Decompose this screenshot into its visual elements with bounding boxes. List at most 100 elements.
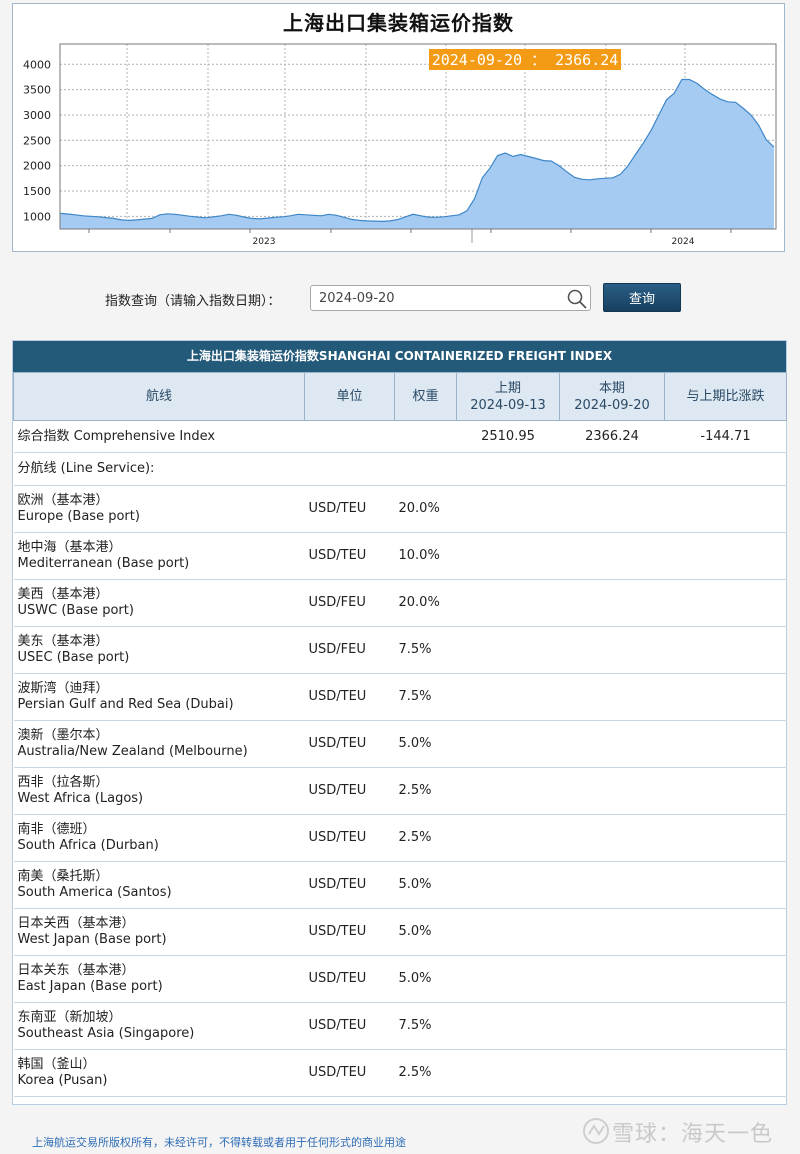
route-change bbox=[664, 532, 787, 580]
x-tick-label: 2023 bbox=[253, 237, 276, 247]
route-row: 美东（基本港） USEC (Base port) USD/FEU 7.5% bbox=[13, 626, 787, 674]
route-change bbox=[664, 673, 787, 721]
watermark-text: 雪球：海天一色 bbox=[612, 1122, 774, 1147]
plot-border bbox=[59, 43, 777, 230]
search-icon[interactable] bbox=[566, 289, 588, 309]
comprehensive-prev: 2510.95 bbox=[456, 420, 560, 453]
route-name-en: Korea (Pusan) bbox=[17, 1073, 108, 1088]
route-name-en: USEC (Base port) bbox=[17, 650, 130, 665]
route-name: 东南亚（新加坡） Southeast Asia (Singapore) bbox=[13, 1002, 305, 1050]
route-unit: USD/TEU bbox=[304, 814, 395, 862]
header-prev-label: 上期 bbox=[494, 380, 521, 396]
line-service-label: 分航线 (Line Service): bbox=[13, 452, 787, 486]
x-tick-label: 2024 bbox=[672, 237, 695, 247]
x-axis-ticks: 2023 2024 bbox=[88, 229, 732, 247]
route-unit: USD/TEU bbox=[304, 673, 395, 721]
route-name-en: South America (Santos) bbox=[17, 885, 172, 900]
route-weight: 7.5% bbox=[394, 1002, 457, 1050]
route-name: 欧洲（基本港） Europe (Base port) bbox=[13, 485, 305, 533]
route-weight: 2.5% bbox=[394, 1049, 457, 1097]
route-prev bbox=[456, 908, 560, 956]
route-name: 美东（基本港） USEC (Base port) bbox=[13, 626, 305, 674]
route-curr bbox=[559, 908, 665, 956]
route-name: 南美（桑托斯） South America (Santos) bbox=[13, 861, 305, 909]
route-change bbox=[664, 861, 787, 909]
route-name-en: USWC (Base port) bbox=[17, 603, 134, 618]
header-prev-period: 上期 2024-09-13 bbox=[456, 372, 560, 421]
route-prev bbox=[456, 861, 560, 909]
header-unit: 单位 bbox=[304, 372, 395, 421]
route-weight: 7.5% bbox=[394, 673, 457, 721]
route-name: 日本关西（基本港） West Japan (Base port) bbox=[13, 908, 305, 956]
route-prev bbox=[456, 1002, 560, 1050]
route-unit: USD/TEU bbox=[304, 955, 395, 1003]
route-change bbox=[664, 908, 787, 956]
route-name-cn: 美西（基本港） bbox=[17, 587, 109, 602]
route-name-cn: 美东（基本港） bbox=[17, 634, 109, 649]
route-curr bbox=[559, 485, 665, 533]
comprehensive-curr: 2366.24 bbox=[559, 420, 665, 453]
route-row: 澳新（墨尔本） Australia/New Zealand (Melbourne)… bbox=[13, 720, 787, 768]
route-curr bbox=[559, 1049, 665, 1097]
y-tick-label: 3000 bbox=[23, 109, 51, 122]
route-row: 西非（拉各斯） West Africa (Lagos) USD/TEU 2.5% bbox=[13, 767, 787, 815]
route-unit: USD/TEU bbox=[304, 532, 395, 580]
route-weight: 5.0% bbox=[394, 720, 457, 768]
route-name-cn: 地中海（基本港） bbox=[17, 540, 122, 555]
route-name-en: Europe (Base port) bbox=[17, 509, 140, 524]
route-prev bbox=[456, 532, 560, 580]
route-weight: 2.5% bbox=[394, 814, 457, 862]
route-curr bbox=[559, 767, 665, 815]
route-change bbox=[664, 1002, 787, 1050]
route-name-en: Persian Gulf and Red Sea (Dubai) bbox=[17, 697, 234, 712]
index-table-panel: 上海出口集装箱运价指数SHANGHAI CONTAINERIZED FREIGH… bbox=[12, 340, 787, 1105]
route-weight: 7.5% bbox=[394, 626, 457, 674]
route-unit: USD/TEU bbox=[304, 1049, 395, 1097]
freight-index-chart[interactable]: 1000 1500 2000 2500 3000 3500 4000 2023 2024 20… bbox=[13, 4, 786, 253]
route-name: 韩国（釜山） Korea (Pusan) bbox=[13, 1049, 305, 1097]
header-current-period: 本期 2024-09-20 bbox=[559, 372, 665, 421]
route-name: 西非（拉各斯） West Africa (Lagos) bbox=[13, 767, 305, 815]
route-name: 波斯湾（迪拜） Persian Gulf and Red Sea (Dubai) bbox=[13, 673, 305, 721]
chart-title: 上海出口集装箱运价指数 bbox=[283, 11, 514, 35]
tooltip-text: 2024-09-20 ： 2366.24 bbox=[432, 51, 619, 69]
route-curr bbox=[559, 720, 665, 768]
route-row: 韩国（釜山） Korea (Pusan) USD/TEU 2.5% bbox=[13, 1049, 787, 1097]
table-header-row: 航线 单位 权重 上期 2024-09-13 本期 2024-09-20 与上期… bbox=[13, 372, 787, 421]
route-name-en: Australia/New Zealand (Melbourne) bbox=[17, 744, 248, 759]
route-prev bbox=[456, 955, 560, 1003]
comprehensive-name: 综合指数 Comprehensive Index bbox=[13, 420, 305, 453]
route-row: 美西（基本港） USWC (Base port) USD/FEU 20.0% bbox=[13, 579, 787, 627]
route-change bbox=[664, 814, 787, 862]
index-line-series bbox=[59, 78, 775, 223]
route-unit: USD/TEU bbox=[304, 720, 395, 768]
route-change bbox=[664, 485, 787, 533]
tooltip-box bbox=[429, 49, 621, 70]
route-curr bbox=[559, 861, 665, 909]
route-name-cn: 韩国（釜山） bbox=[17, 1057, 96, 1072]
route-curr bbox=[559, 814, 665, 862]
line-service-row: 分航线 (Line Service): bbox=[13, 452, 787, 486]
header-curr-label: 本期 bbox=[598, 380, 625, 396]
route-row: 东南亚（新加坡） Southeast Asia (Singapore) USD/TE… bbox=[13, 1002, 787, 1050]
query-button[interactable]: 查询 bbox=[603, 283, 681, 312]
route-prev bbox=[456, 485, 560, 533]
route-weight: 20.0% bbox=[394, 579, 457, 627]
route-prev bbox=[456, 579, 560, 627]
route-name-en: South Africa (Durban) bbox=[17, 838, 159, 853]
route-name-cn: 东南亚（新加坡） bbox=[17, 1010, 122, 1025]
route-name-cn: 欧洲（基本港） bbox=[17, 493, 109, 508]
header-curr-date: 2024-09-20 bbox=[574, 397, 650, 413]
route-row: 日本关东（基本港） East Japan (Base port) USD/TEU 5.… bbox=[13, 955, 787, 1003]
route-change bbox=[664, 955, 787, 1003]
route-weight: 5.0% bbox=[394, 861, 457, 909]
route-unit: USD/FEU bbox=[304, 579, 395, 627]
route-prev bbox=[456, 626, 560, 674]
route-unit: USD/TEU bbox=[304, 861, 395, 909]
route-name-cn: 日本关西（基本港） bbox=[17, 916, 135, 931]
y-axis-ticks: 1000 1500 2000 2500 3000 3500 4000 bbox=[23, 58, 51, 223]
route-weight: 10.0% bbox=[394, 532, 457, 580]
y-tick-label: 1500 bbox=[23, 185, 51, 198]
route-name-en: West Japan (Base port) bbox=[17, 932, 167, 947]
date-input[interactable] bbox=[310, 285, 591, 311]
